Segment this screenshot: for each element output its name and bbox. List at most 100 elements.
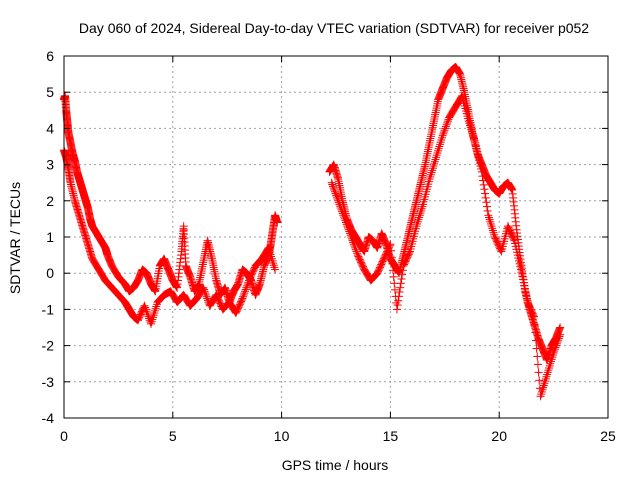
- data-point: [530, 320, 539, 329]
- data-point: [341, 216, 350, 225]
- data-point: [201, 289, 210, 298]
- data-point: [389, 266, 398, 275]
- data-point: [550, 347, 559, 356]
- data-point: [347, 233, 356, 241]
- data-point: [388, 259, 397, 268]
- data-point: [342, 218, 351, 227]
- x-tick-label: 0: [60, 428, 68, 444]
- data-point: [263, 244, 272, 253]
- y-tick-label: 5: [46, 84, 54, 100]
- data-point: [201, 290, 210, 299]
- data-point: [202, 292, 211, 301]
- data-point: [398, 266, 407, 275]
- data-point: [200, 287, 209, 296]
- data-point: [240, 289, 249, 298]
- data-point: [334, 196, 343, 205]
- data-point: [530, 312, 539, 321]
- data-point: [554, 334, 563, 343]
- data-point: [480, 185, 489, 194]
- label-layer: 0 5 10 15 20 25 -4 -3 -2 -1 0 1 2 3 4 5 6: [42, 48, 616, 444]
- y-tick-label: 3: [46, 157, 54, 173]
- data-point: [555, 332, 564, 341]
- data-point: [344, 225, 353, 234]
- data-point: [481, 193, 490, 202]
- data-point: [338, 207, 347, 216]
- data-point: [552, 341, 561, 350]
- data-layer: [60, 62, 565, 401]
- data-point: [551, 343, 560, 352]
- data-point: [345, 227, 354, 236]
- data-point: [348, 236, 357, 245]
- y-tick-label: 2: [46, 193, 54, 209]
- data-point: [522, 291, 531, 300]
- data-point: [477, 167, 486, 176]
- data-point: [239, 290, 248, 299]
- data-point: [516, 265, 525, 274]
- chart-title: Day 060 of 2024, Sidereal Day-to-day VTE…: [79, 20, 589, 36]
- data-point: [549, 348, 558, 357]
- data-point: [203, 294, 212, 303]
- x-tick-label: 5: [169, 428, 177, 444]
- data-point: [553, 337, 562, 346]
- data-point: [396, 283, 405, 292]
- data-point: [479, 176, 488, 185]
- y-tick-label: -3: [42, 374, 55, 390]
- data-point: [496, 246, 505, 255]
- y-tick-label: 1: [46, 229, 54, 245]
- x-tick-label: 25: [600, 428, 616, 444]
- x-tick-label: 20: [491, 428, 507, 444]
- data-point: [339, 211, 348, 220]
- data-point: [340, 214, 349, 223]
- data-point: [345, 229, 354, 238]
- data-point: [351, 245, 360, 254]
- data-point: [393, 301, 402, 310]
- series-segment-1-second-pass: [60, 146, 280, 328]
- data-point: [199, 283, 208, 292]
- data-point: [441, 124, 450, 133]
- data-point: [239, 292, 248, 301]
- data-point: [534, 368, 543, 377]
- data-point: [352, 247, 361, 256]
- data-point: [349, 240, 358, 249]
- data-point: [328, 180, 337, 189]
- data-point: [330, 187, 339, 196]
- data-point: [481, 189, 490, 198]
- data-point: [140, 301, 149, 310]
- data-point: [521, 288, 530, 297]
- data-point: [556, 323, 565, 332]
- x-tick-label: 10: [274, 428, 290, 444]
- series-segment-1: [60, 91, 282, 307]
- data-point: [556, 330, 565, 339]
- data-point: [519, 278, 528, 287]
- data-point: [439, 129, 448, 138]
- data-point: [243, 280, 252, 289]
- data-point: [397, 274, 406, 283]
- data-point: [479, 180, 488, 189]
- data-point: [482, 198, 491, 207]
- data-point: [529, 311, 538, 320]
- data-point: [520, 285, 529, 294]
- data-point: [273, 218, 282, 227]
- data-point: [333, 194, 342, 203]
- data-point: [337, 205, 346, 214]
- y-tick-label: -1: [42, 301, 55, 317]
- data-point: [398, 270, 407, 279]
- y-tick-label: 4: [46, 120, 54, 136]
- data-point: [331, 189, 340, 198]
- data-point: [237, 295, 246, 304]
- data-point: [141, 303, 150, 312]
- data-point: [390, 285, 399, 294]
- data-point: [483, 202, 492, 211]
- data-point: [439, 128, 448, 137]
- data-point: [243, 281, 252, 290]
- data-point: [334, 198, 343, 207]
- data-point: [353, 249, 362, 258]
- data-point: [478, 172, 487, 181]
- data-point: [387, 246, 396, 255]
- data-point: [343, 223, 352, 232]
- data-point: [441, 122, 450, 131]
- data-point: [271, 265, 280, 274]
- data-point: [520, 281, 529, 290]
